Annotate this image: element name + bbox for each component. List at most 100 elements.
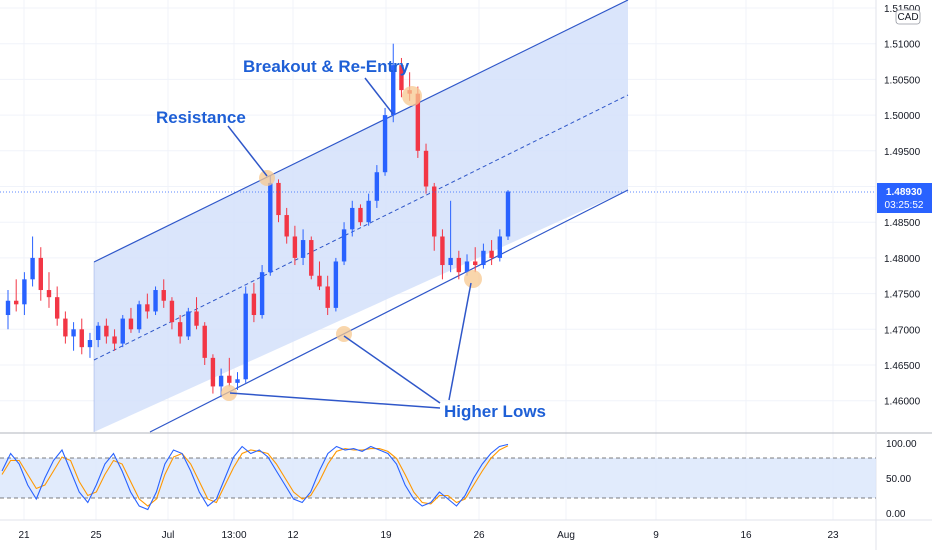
candle-body: [481, 250, 486, 266]
annotation-resistance: Resistance: [156, 108, 246, 127]
annotation-breakout: Breakout & Re-Entry: [243, 57, 410, 76]
candle-body: [30, 257, 35, 280]
candle-body: [473, 261, 478, 266]
candle-body: [497, 236, 503, 258]
currency-badge[interactable]: [895, 9, 921, 25]
price-tick-label: 1.46500: [884, 361, 921, 372]
time-tick-label: 13:00: [221, 530, 246, 541]
price-tick-label: 1.48000: [884, 254, 921, 265]
candle-body: [218, 375, 224, 387]
pointer-breakout: [364, 77, 394, 115]
candle-body: [292, 236, 298, 258]
time-tick-label: 16: [740, 530, 752, 541]
time-tick-label: Jul: [162, 530, 175, 541]
candle-body: [243, 293, 248, 380]
candle-body: [391, 65, 396, 116]
candle-body: [22, 279, 27, 305]
pointer-low-3: [448, 282, 472, 401]
candle-body: [54, 297, 60, 319]
candle-body: [350, 207, 355, 230]
currency-label: CAD: [897, 12, 918, 23]
price-tick-label: 1.49500: [884, 147, 921, 158]
time-tick-label: Aug: [557, 530, 575, 541]
price-tick-label: 1.51000: [884, 40, 921, 51]
highlight-low-1: [221, 385, 237, 401]
candle-body: [505, 191, 511, 237]
candle-body: [5, 300, 11, 316]
candle-body: [440, 236, 445, 266]
price-tick-label: 1.47500: [884, 290, 921, 301]
candle-body: [300, 240, 306, 258]
candle-body: [161, 290, 166, 301]
candle-body: [423, 150, 429, 187]
rsi-band: [0, 458, 876, 498]
price-tick-label: 1.48500: [884, 218, 921, 229]
candle-body: [448, 257, 453, 266]
candle-body: [194, 311, 199, 326]
candle-body: [38, 257, 43, 291]
current-price-label: 1.48930: [886, 187, 923, 198]
candle-body: [13, 300, 19, 305]
candle-body: [325, 286, 330, 308]
annotation-higher-lows: Higher Lows: [444, 402, 546, 421]
candle-body: [333, 261, 339, 308]
candle-body: [210, 357, 216, 387]
candle-body: [374, 172, 380, 201]
candle-body: [71, 329, 76, 337]
candle-body: [112, 336, 117, 344]
rsi-k-line: [1, 443, 509, 511]
candle-body: [251, 293, 257, 316]
candle-body: [456, 257, 462, 273]
time-tick-label: 12: [287, 530, 299, 541]
highlight-low-3: [464, 270, 482, 288]
pointer-low-1: [229, 392, 441, 409]
indicator-tick-label: 50.00: [886, 474, 911, 485]
indicator-tick-label: 100.00: [886, 439, 917, 450]
candle-body: [128, 318, 134, 330]
candles: [5, 43, 511, 398]
time-axis[interactable]: 21 25 Jul 13:00 12 19 26 Aug 9 16 23: [18, 530, 839, 541]
time-tick-label: 23: [827, 530, 839, 541]
candle-body: [136, 304, 142, 330]
candle-body: [202, 325, 207, 358]
candle-body: [177, 322, 183, 337]
price-tick-label: 1.46000: [884, 397, 921, 408]
time-tick-label: 19: [380, 530, 392, 541]
pointer-resistance: [227, 125, 268, 177]
time-tick-label: 25: [90, 530, 102, 541]
candle-body: [464, 261, 470, 273]
candle-body: [268, 182, 273, 273]
price-tick-label: 1.47000: [884, 325, 921, 336]
candle-body: [366, 200, 371, 223]
candle-body: [489, 250, 494, 258]
rsi-d-line: [1, 445, 509, 507]
candle-body: [341, 229, 347, 262]
candle-body: [153, 290, 158, 312]
channel-mid-line[interactable]: [93, 94, 629, 361]
candle-body: [63, 318, 68, 337]
candle-body: [235, 379, 240, 383]
current-price-badge: [877, 183, 932, 213]
candle-body: [79, 329, 84, 348]
candle-body: [309, 240, 314, 276]
candle-body: [95, 325, 101, 341]
candle-body: [145, 304, 150, 312]
candle-body: [399, 65, 404, 91]
highlight-breakout: [402, 86, 422, 106]
indicator-axis: 100.00 50.00 0.00: [886, 439, 917, 520]
price-tick-label: 1.50500: [884, 75, 921, 86]
candle-body: [46, 290, 52, 298]
candle-body: [227, 375, 232, 383]
candle-body: [382, 115, 388, 173]
candle-body: [284, 215, 289, 237]
time-tick-label: 21: [18, 530, 30, 541]
highlight-resistance: [259, 170, 275, 186]
candle-body: [415, 93, 421, 151]
price-tick-label: 1.50000: [884, 111, 921, 122]
price-tick-label: 1.51500: [884, 4, 921, 15]
candle-body: [317, 275, 322, 287]
channel-upper-line[interactable]: [93, 0, 629, 263]
time-tick-label: 26: [473, 530, 485, 541]
